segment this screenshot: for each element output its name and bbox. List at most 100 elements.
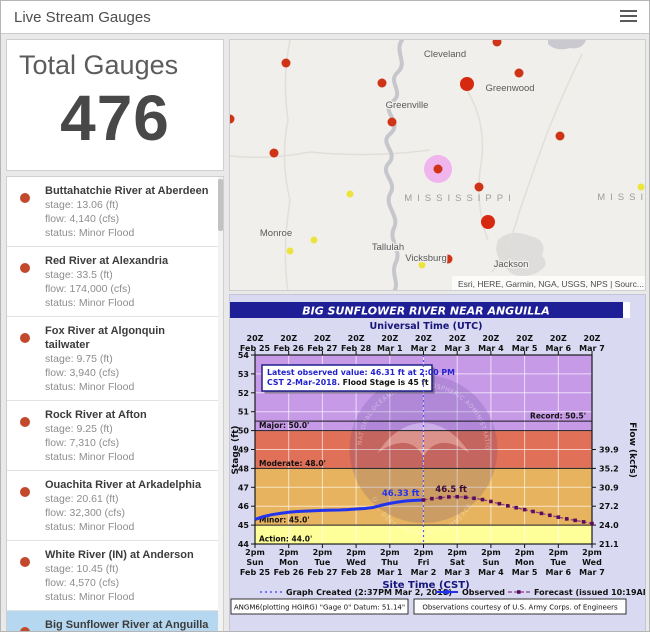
hydrograph-chart: BIG SUNFLOWER RIVER NEAR ANGUILLA Univers…: [230, 295, 645, 631]
legend-created-label: Graph Created (2:37PM Mar 2, 2018): [286, 588, 452, 597]
bottom-tick-time: 2pm: [515, 548, 535, 557]
gauge-status-dot: [20, 487, 30, 497]
gauge-marker-red[interactable]: [281, 58, 291, 68]
credit-box: [413, 598, 627, 615]
gauge-status: status: Minor Flood: [45, 381, 135, 393]
gauge-marker-red[interactable]: [474, 182, 484, 192]
map-state-label: MISSISSIPPI: [404, 193, 516, 204]
bottom-tick-time: 2pm: [447, 548, 467, 557]
gauge-list-item[interactable]: Rock River at Afton stage: 9.25 (ft) flow:…: [7, 401, 223, 471]
top-tick-date: Mar 5: [512, 344, 538, 353]
map-road: [491, 53, 583, 273]
top-tick-date: Mar 3: [444, 344, 470, 353]
chart-title-bar-end: [623, 302, 630, 318]
bottom-tick-day: Wed: [582, 558, 602, 567]
gauge-marker-red[interactable]: [443, 254, 453, 264]
gauge-list-item[interactable]: Red River at Alexandria stage: 33.5 (ft) f…: [7, 247, 223, 317]
gauge-name: Buttahatchie River at Aberdeen: [45, 185, 209, 197]
map-road: [230, 149, 431, 159]
bottom-tick-day: Mon: [279, 558, 298, 567]
top-tick-z: 20Z: [247, 334, 264, 343]
gauge-marker-yellow[interactable]: [286, 247, 294, 255]
top-tick-z: 20Z: [280, 334, 297, 343]
gauge-list-item[interactable]: Fox River at Algonquin tailwater stage: 9…: [7, 317, 223, 401]
gauge-marker-red[interactable]: [492, 40, 502, 47]
bottom-tick-day: Tue: [550, 558, 566, 567]
map-state-label: MISSISS: [597, 192, 646, 203]
bottom-tick-date: Mar 4: [478, 568, 504, 577]
legend-observed-marker: [444, 589, 450, 595]
list-scrollbar[interactable]: [218, 177, 223, 631]
observed-series: [254, 498, 424, 521]
bottom-tick-date: Mar 6: [545, 568, 571, 577]
gauge-list-card: Buttahatchie River at Aberdeen stage: 13.…: [6, 176, 224, 631]
top-tick-z: 20Z: [415, 334, 432, 343]
stage-tick-label: 46: [238, 502, 250, 511]
forecast-marker: [556, 515, 561, 519]
observed-peak-label: 46.33 ft: [382, 489, 420, 499]
gauge-marker-red-large[interactable]: [460, 77, 474, 91]
bottom-tick-date: Mar 3: [444, 568, 470, 577]
bottom-tick-day: Mon: [515, 558, 534, 567]
map-panel[interactable]: MISSISSIPPI MISSISS Cleveland Greenwood Gree…: [229, 39, 646, 291]
annotation-box: [261, 364, 433, 392]
gauge-status: status: Minor Flood: [45, 227, 135, 239]
stage-tick-label: 44: [238, 540, 250, 549]
forecast-marker: [472, 496, 476, 501]
top-tick-date: Feb 27: [307, 344, 337, 353]
bottom-tick-date: Feb 28: [341, 568, 372, 577]
gauge-marker-red[interactable]: [387, 117, 397, 127]
stage-tick-label: 45: [238, 521, 250, 530]
top-tick-z: 20Z: [516, 334, 533, 343]
scrollbar-thumb[interactable]: [218, 179, 223, 231]
bottom-tick-date: Mar 7: [579, 568, 605, 577]
bottom-tick-day: Tue: [315, 558, 331, 567]
gauge-flow: flow: 3,940 (cfs): [45, 367, 120, 379]
gauge-status: status: Minor Flood: [45, 591, 135, 603]
gauge-list-item[interactable]: White River (IN) at Anderson stage: 10.45…: [7, 541, 223, 611]
gauge-list-item[interactable]: Buttahatchie River at Aberdeen stage: 13.…: [7, 177, 223, 247]
stage-axis-title: Stage (ft): [231, 426, 241, 475]
bottom-tick-date: Feb 25: [240, 568, 271, 577]
gauge-marker-red-large[interactable]: [481, 215, 495, 229]
gauge-list: Buttahatchie River at Aberdeen stage: 13.…: [7, 177, 223, 631]
gauge-list-item[interactable]: Big Sunflower River at Anguillastage: 46…: [7, 611, 223, 631]
gauge-name: Big Sunflower River at Anguilla: [45, 619, 209, 631]
map-canvas[interactable]: MISSISSIPPI MISSISS Cleveland Greenwood Gree…: [230, 40, 646, 291]
top-tick-date: Mar 6: [545, 344, 571, 353]
forecast-marker: [522, 507, 527, 512]
bottom-tick-day: Sat: [450, 558, 465, 567]
gauge-marker-red[interactable]: [555, 131, 565, 141]
stage-tick-label: 54: [238, 351, 250, 360]
top-tick-z: 20Z: [449, 334, 466, 343]
gauge-marker-red[interactable]: [377, 78, 387, 88]
stage-tick-label: 49: [238, 446, 250, 455]
annotation-line1: Latest observed value: 46.31 ft at 2:00 …: [267, 368, 455, 377]
map-city-label: Cleveland: [424, 49, 466, 60]
bottom-tick-time: 2pm: [346, 548, 366, 557]
gauge-stage: stage: 10.45 (ft): [45, 563, 119, 575]
selected-gauge-marker[interactable]: [433, 164, 443, 174]
gauge-list-item[interactable]: Ouachita River at Arkadelphia stage: 20.6…: [7, 471, 223, 541]
gauge-marker-red[interactable]: [269, 148, 279, 158]
forecast-marker: [573, 518, 577, 523]
gauge-marker-red[interactable]: [514, 68, 524, 78]
gauge-flow: flow: 7,310 (cfs): [45, 437, 120, 449]
bottom-tick-time: 2pm: [279, 548, 299, 557]
gauge-flow: flow: 4,570 (cfs): [45, 577, 120, 589]
gauge-marker-red[interactable]: [230, 114, 235, 124]
bottom-tick-date: Mar 2: [411, 568, 437, 577]
stage-tick-label: 52: [238, 389, 249, 398]
gauge-marker-yellow[interactable]: [346, 190, 354, 198]
gauge-marker-yellow[interactable]: [418, 261, 426, 269]
gauge-marker-yellow[interactable]: [637, 183, 645, 191]
gauge-marker-yellow[interactable]: [310, 236, 318, 244]
forecast-marker: [489, 499, 493, 504]
bottom-tick-day: Sun: [246, 558, 263, 567]
forecast-marker: [505, 504, 510, 508]
top-tick-date: Mar 7: [579, 344, 605, 353]
hydrograph-panel: BIG SUNFLOWER RIVER NEAR ANGUILLA Univers…: [229, 294, 646, 631]
gauge-flow: flow: 174,000 (cfs): [45, 283, 131, 295]
total-gauges-value: 476: [60, 82, 170, 154]
menu-icon[interactable]: [620, 10, 637, 24]
